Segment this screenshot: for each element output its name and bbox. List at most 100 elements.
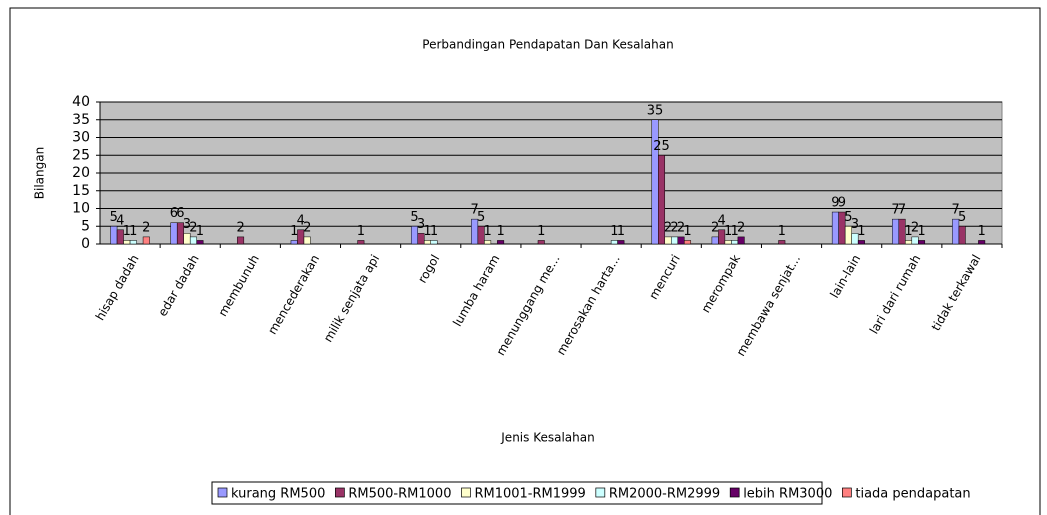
bar — [290, 240, 298, 245]
value-label: 7 — [952, 203, 960, 218]
value-label: 1 — [610, 224, 618, 239]
bar — [617, 240, 625, 245]
bar — [958, 226, 966, 245]
value-label: 7 — [470, 203, 478, 218]
bar — [497, 240, 505, 245]
bar — [918, 240, 926, 245]
legend-label: RM2000-RM2999 — [609, 487, 720, 502]
value-label: 1 — [537, 224, 545, 239]
value-label: 4 — [297, 213, 305, 228]
legend-label: RM1001-RM1999 — [474, 487, 585, 502]
value-label: 6 — [176, 206, 184, 221]
bar — [110, 226, 118, 245]
value-label: 9 — [838, 196, 846, 211]
bar — [170, 222, 178, 245]
value-label: 1 — [423, 224, 431, 239]
bar — [196, 240, 204, 245]
y-tick-label: 5 — [81, 218, 90, 234]
value-label: 3 — [183, 217, 191, 232]
bar — [718, 229, 726, 245]
y-tick-label: 20 — [72, 165, 90, 181]
bar — [129, 240, 137, 245]
value-label: 35 — [647, 103, 664, 118]
value-label: 5 — [958, 210, 966, 225]
value-label: 7 — [898, 203, 906, 218]
value-label: 1 — [357, 224, 365, 239]
value-label: 9 — [831, 196, 839, 211]
value-label: 5 — [844, 210, 852, 225]
value-label: 5 — [110, 210, 118, 225]
bar — [477, 226, 485, 245]
legend-swatch — [595, 487, 606, 498]
value-label: 2 — [677, 220, 685, 235]
y-tick-label: 40 — [72, 94, 90, 110]
legend-box — [211, 481, 823, 505]
value-label: 1 — [731, 224, 739, 239]
value-label: 25 — [653, 139, 670, 154]
value-label: 1 — [483, 224, 491, 239]
legend-swatch — [729, 487, 740, 498]
value-label: 2 — [236, 220, 244, 235]
bar — [237, 236, 245, 245]
value-label: 2 — [711, 220, 719, 235]
value-label: 5 — [477, 210, 485, 225]
value-label: 1 — [917, 224, 925, 239]
value-label: 1 — [724, 224, 732, 239]
bar — [831, 211, 839, 245]
value-label: 2 — [737, 220, 745, 235]
value-label: 1 — [123, 224, 131, 239]
chart-title: Perbandingan Pendapatan Dan Kesalahan — [422, 38, 673, 52]
value-label: 2 — [911, 220, 919, 235]
bar — [537, 240, 545, 245]
bar — [724, 240, 732, 245]
value-label: 1 — [857, 224, 865, 239]
bar — [610, 240, 618, 245]
x-axis-label: Jenis Kesalahan — [500, 431, 594, 445]
legend-swatch — [461, 487, 471, 498]
bar — [737, 236, 745, 245]
bar — [731, 240, 739, 245]
value-label: 2 — [303, 220, 311, 235]
value-label: 3 — [417, 217, 425, 232]
y-tick-label: 10 — [72, 201, 90, 217]
value-label: 1 — [683, 224, 691, 239]
bar — [423, 240, 431, 245]
bar — [978, 240, 986, 245]
legend-swatch — [842, 487, 852, 498]
legend-label: lebih RM3000 — [743, 487, 832, 502]
bar — [484, 240, 492, 245]
value-label: 7 — [891, 203, 899, 218]
value-label: 1 — [617, 224, 625, 239]
value-label: 2 — [664, 220, 672, 235]
value-label: 2 — [189, 220, 197, 235]
value-label: 3 — [851, 217, 859, 232]
legend-label: RM500-RM1000 — [348, 487, 451, 502]
y-tick-label: 30 — [72, 130, 90, 146]
y-tick-label: 35 — [72, 112, 90, 128]
value-label: 5 — [410, 210, 418, 225]
bar — [898, 218, 906, 245]
value-label: 1 — [496, 224, 504, 239]
y-tick-label: 0 — [81, 236, 90, 252]
value-label: 4 — [718, 213, 726, 228]
value-label: 2 — [142, 220, 150, 235]
bar — [905, 240, 913, 245]
legend-label: tiada pendapatan — [855, 487, 970, 502]
chart-border — [9, 7, 1041, 515]
legend-swatch — [217, 487, 228, 498]
value-label: 1 — [978, 224, 986, 239]
bar — [778, 240, 786, 245]
legend-label: kurang RM500 — [231, 487, 325, 502]
bar — [664, 236, 672, 245]
value-label: 1 — [778, 224, 786, 239]
bar — [684, 240, 692, 245]
bar — [303, 236, 311, 245]
bar — [851, 233, 859, 245]
value-label: 1 — [290, 224, 298, 239]
bar — [123, 240, 131, 245]
legend-swatch — [335, 487, 345, 498]
value-label: 6 — [170, 206, 178, 221]
value-label: 4 — [116, 213, 124, 228]
bar — [671, 236, 679, 245]
